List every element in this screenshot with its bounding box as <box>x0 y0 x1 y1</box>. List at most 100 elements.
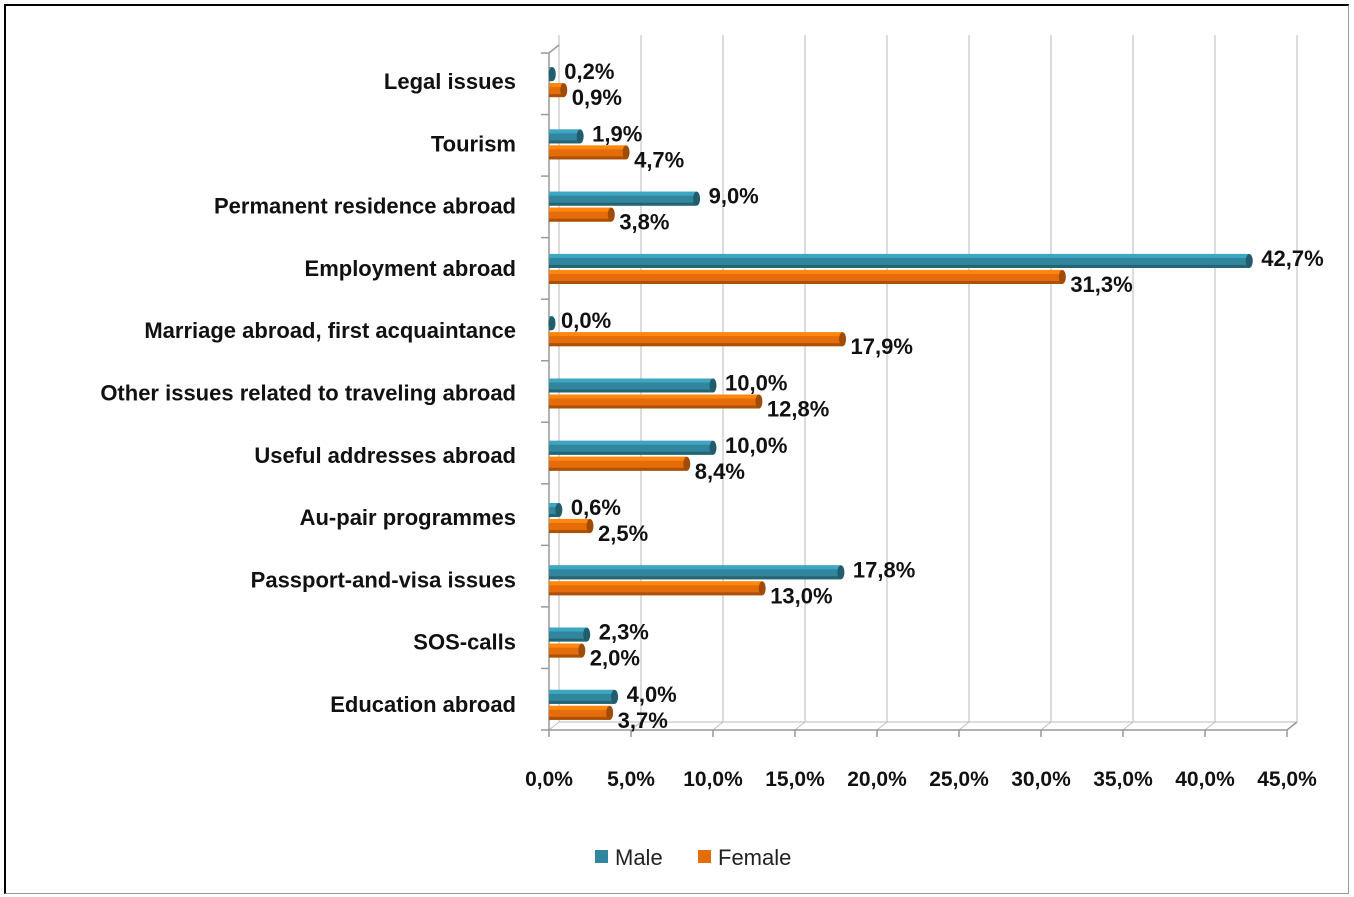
bar-cap <box>586 519 594 534</box>
y-axis-depth <box>548 44 560 54</box>
bar-cap <box>683 456 691 471</box>
bar-cap <box>755 394 763 409</box>
bar-female <box>549 332 847 347</box>
bar-cap <box>1245 253 1253 268</box>
bar-highlight <box>549 519 590 524</box>
x-tick-label: 20,0% <box>847 768 907 791</box>
bar-shadow <box>549 451 713 455</box>
category-label: Permanent residence abroad <box>214 194 516 219</box>
bar-female <box>549 394 763 409</box>
chart-frame <box>4 4 1349 894</box>
x-tick-label: 10,0% <box>683 768 743 791</box>
bar-highlight <box>549 253 1250 258</box>
bar-highlight <box>549 503 559 508</box>
category-label: Education abroad <box>330 692 516 717</box>
bar-cap <box>1058 269 1066 284</box>
bar-male <box>549 378 717 393</box>
bar-body <box>549 503 559 518</box>
gridline-depth <box>958 721 970 731</box>
category-label: Legal issues <box>384 69 516 94</box>
data-label: 17,9% <box>851 334 913 359</box>
bar-highlight <box>549 191 697 196</box>
x-tick-label: 25,0% <box>929 768 989 791</box>
data-label: 0,2% <box>564 59 614 84</box>
x-tick-label: 0,0% <box>525 768 573 791</box>
gridline-depth <box>1040 721 1052 731</box>
bar-highlight <box>549 643 582 648</box>
bar-cap <box>548 67 556 82</box>
bar-shadow <box>549 592 763 596</box>
x-tick-label: 45,0% <box>1257 768 1317 791</box>
bar-shadow <box>549 700 615 704</box>
legend: Male Female <box>595 845 791 870</box>
data-label: 31,3% <box>1070 272 1132 297</box>
gridline-depth <box>630 721 642 731</box>
data-label: 0,6% <box>571 495 621 520</box>
category-label: Employment abroad <box>305 256 516 281</box>
bar-shadow <box>549 156 627 160</box>
category-label: Au-pair programmes <box>300 505 516 530</box>
bar-female <box>549 519 594 534</box>
bar-shadow <box>549 94 564 98</box>
data-label: 2,0% <box>590 646 640 671</box>
data-label: 2,5% <box>598 521 648 546</box>
bar-shadow <box>549 389 713 393</box>
bars <box>548 67 1253 720</box>
category-label: Passport-and-visa issues <box>251 567 516 592</box>
x-tick-label: 40,0% <box>1175 768 1235 791</box>
bar-male <box>548 316 556 331</box>
gridline-depth <box>1204 721 1216 731</box>
bar-male <box>549 253 1253 268</box>
bar-shadow <box>549 218 612 222</box>
data-label: 3,7% <box>618 708 668 733</box>
x-axis-end <box>1286 721 1298 731</box>
data-label: 0,0% <box>561 308 611 333</box>
bar-male <box>549 440 717 455</box>
bar-highlight <box>549 456 687 461</box>
bar-shadow <box>549 280 1063 284</box>
bar-male <box>549 503 563 518</box>
bar-highlight <box>549 394 759 399</box>
bar-male <box>549 565 845 580</box>
bar-cap <box>607 207 615 222</box>
bar-cap <box>758 581 766 596</box>
bar-shadow <box>549 638 587 642</box>
category-labels: Legal issues Tourism Permanent residence a… <box>100 69 516 717</box>
bar-cap <box>606 705 614 720</box>
category-label: Tourism <box>431 131 516 156</box>
x-tick-label: 5,0% <box>607 768 655 791</box>
bar-female <box>549 581 766 596</box>
bar-cap <box>555 503 563 518</box>
bar-cap <box>611 689 619 704</box>
bar-cap <box>578 643 586 658</box>
bar-shadow <box>549 140 581 144</box>
data-label: 0,9% <box>572 85 622 110</box>
category-label: Useful addresses abroad <box>254 443 516 468</box>
data-label: 12,8% <box>767 397 829 422</box>
bar-highlight <box>549 269 1063 274</box>
data-label: 4,7% <box>634 147 684 172</box>
tick-labels: 0,0% 5,0% 10,0% 15,0% 20,0% 25,0% 30,0% 35,0% 40… <box>525 768 1317 791</box>
gridline-depth <box>876 721 888 731</box>
bar-cap <box>622 145 630 160</box>
data-label: 2,3% <box>599 620 649 645</box>
bar-male <box>549 627 591 642</box>
bar-shadow <box>549 716 610 720</box>
bar-shadow <box>549 467 687 471</box>
legend-label-male: Male <box>615 845 663 870</box>
category-label: SOS-calls <box>413 630 516 655</box>
bar-cap <box>576 129 584 144</box>
bar-cap <box>709 378 717 393</box>
bar-highlight <box>549 689 615 694</box>
bar-cap <box>583 627 591 642</box>
data-label: 42,7% <box>1261 246 1323 271</box>
bar-shadow <box>549 264 1250 268</box>
bar-female <box>549 83 568 98</box>
data-label: 10,0% <box>725 371 787 396</box>
bar-cap <box>560 83 568 98</box>
bar-shadow <box>549 202 697 206</box>
bar-cap <box>709 440 717 455</box>
bar-shadow <box>549 576 841 580</box>
data-label: 3,8% <box>619 210 669 235</box>
x-tick-label: 35,0% <box>1093 768 1153 791</box>
